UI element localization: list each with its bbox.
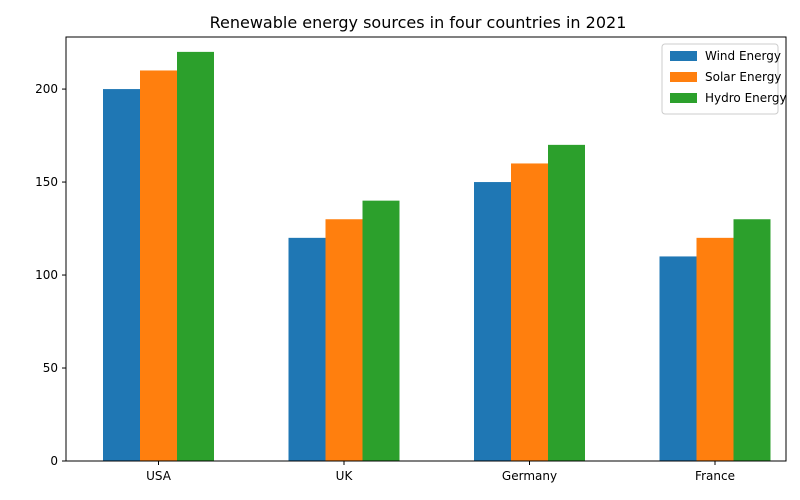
y-tick-label: 0 bbox=[50, 454, 58, 468]
bar-hydro-energy-germany bbox=[548, 144, 585, 461]
x-tick-label-germany: Germany bbox=[502, 469, 557, 483]
legend-label-hydro-energy: Hydro Energy bbox=[705, 91, 787, 105]
y-axis: 0 50 100 150 200 bbox=[35, 82, 66, 468]
legend-swatch-hydro-energy bbox=[670, 93, 697, 103]
bar-solar-energy-france bbox=[696, 237, 734, 461]
y-tick-label: 200 bbox=[35, 82, 58, 96]
bar-solar-energy-usa bbox=[140, 70, 177, 461]
y-tick-label: 100 bbox=[35, 268, 58, 282]
x-axis: USA UK Germany France bbox=[146, 461, 735, 483]
bar-hydro-energy-uk bbox=[362, 200, 400, 462]
x-tick-label-france: France bbox=[695, 469, 735, 483]
bar-solar-energy-uk bbox=[325, 219, 363, 461]
legend-label-wind-energy: Wind Energy bbox=[705, 49, 781, 63]
legend-swatch-wind-energy bbox=[670, 51, 697, 61]
bar-wind-energy-france bbox=[659, 256, 697, 461]
bar-wind-energy-uk bbox=[288, 237, 326, 461]
x-tick-label-usa: USA bbox=[146, 469, 172, 483]
chart-title: Renewable energy sources in four countri… bbox=[210, 13, 627, 32]
bar-hydro-energy-usa bbox=[177, 51, 214, 461]
bars-layer bbox=[103, 51, 771, 462]
bar-wind-energy-usa bbox=[103, 89, 140, 461]
bar-hydro-energy-france bbox=[733, 219, 771, 461]
legend: Wind Energy Solar Energy Hydro Energy bbox=[661, 43, 787, 115]
bar-wind-energy-germany bbox=[474, 182, 511, 462]
y-tick-label: 50 bbox=[43, 361, 58, 375]
y-tick-label: 150 bbox=[35, 175, 58, 189]
bar-solar-energy-germany bbox=[511, 163, 548, 461]
x-tick-label-uk: UK bbox=[336, 469, 354, 483]
plot-area-frame bbox=[65, 36, 787, 462]
legend-label-solar-energy: Solar Energy bbox=[705, 70, 781, 84]
legend-swatch-solar-energy bbox=[670, 72, 697, 82]
